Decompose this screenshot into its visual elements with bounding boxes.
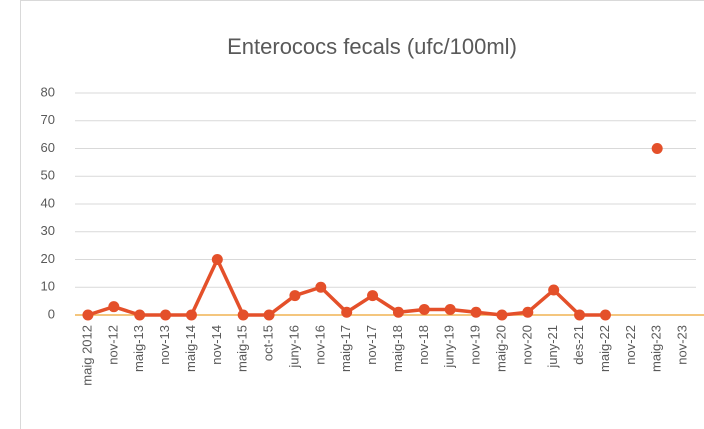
x-tick-label: maig-20 [493,325,508,372]
marker [651,143,663,154]
y-tick-label: 10 [41,279,55,294]
x-tick-label: maig-23 [649,325,664,372]
x-tick-label: nov-17 [364,325,379,365]
x-tick-label: juny-21 [545,325,560,369]
marker [160,309,172,321]
y-tick-label: 20 [41,251,55,266]
x-tick-label: maig-17 [338,325,353,372]
x-tick-label: nov-12 [105,325,120,365]
marker [108,301,120,313]
y-tick-label: 70 [41,112,55,127]
marker [134,309,146,321]
x-tick-label: maig 2012 [79,325,94,386]
x-tick-label: nov-19 [468,325,483,365]
y-tick-label: 60 [41,140,55,155]
x-tick-label: nov-13 [157,325,172,365]
marker [315,281,327,293]
chart-border [20,0,704,429]
x-tick-label: maig-15 [235,325,250,372]
x-tick-label: nov-16 [312,325,327,365]
marker [444,303,456,315]
marker [418,303,430,315]
marker [185,309,197,321]
y-tick-label: 40 [41,195,55,210]
marker [522,306,534,318]
marker [599,309,611,321]
x-tick-label: maig-22 [597,325,612,372]
marker [548,284,560,296]
marker [574,309,586,321]
x-tick-label: des-21 [571,325,586,365]
x-tick-label: maig-13 [131,325,146,372]
marker [237,309,249,321]
marker [392,306,404,318]
x-tick-label: juny-16 [286,325,301,369]
marker [367,290,379,302]
y-tick-label: 0 [48,306,55,321]
marker [263,309,275,321]
x-tick-label: maig-14 [183,325,198,372]
chart-title: Enterococs fecals (ufc/100ml) [227,34,517,59]
x-tick-label: juny-19 [442,325,457,369]
x-tick-label: oct-15 [261,325,276,361]
marker [341,306,353,318]
x-tick-label: nov-18 [416,325,431,365]
x-tick-label: nov-14 [209,325,224,365]
marker [496,309,508,321]
marker [289,290,301,302]
x-tick-label: nov-22 [623,325,638,365]
marker [82,309,94,321]
x-tick-label: maig-18 [390,325,405,372]
y-tick-label: 80 [41,84,55,99]
x-tick-label: nov-23 [675,325,690,365]
x-tick-label: nov-20 [519,325,534,365]
marker [211,254,223,265]
y-tick-label: 50 [41,168,55,183]
marker [470,306,482,318]
y-tick-label: 30 [41,223,55,238]
